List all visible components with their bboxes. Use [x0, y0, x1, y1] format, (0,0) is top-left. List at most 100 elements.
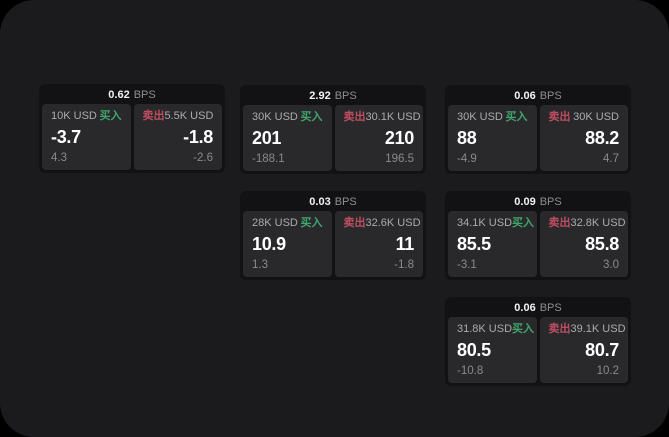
bps-unit-label: BPS [539, 90, 562, 102]
sell-label: 卖出 [142, 110, 165, 122]
sell-amount: 30K USD [573, 111, 619, 123]
bps-unit-label: BPS [539, 196, 562, 208]
quote-card-3: 0.06 BPS 30K USD 买入 88 -4.9 卖出 30K USD 8… [445, 85, 631, 174]
buy-label: 买入 [99, 110, 122, 122]
quote-card-6: 0.06 BPS 31.8K USD 买入 80.5 -10.8 卖出 39.1… [445, 297, 631, 386]
card-body: 10K USD 买入 -3.7 4.3 卖出 5.5K USD -1.8 -2.… [42, 104, 222, 170]
card-header: 0.03 BPS [243, 194, 423, 211]
sell-change: 3.0 [603, 258, 619, 271]
sell-label: 卖出 [343, 217, 366, 229]
card-body: 30K USD 买入 201 -188.1 卖出 30.1K USD 210 1… [243, 105, 423, 171]
sell-panel-top: 卖出 39.1K USD [548, 323, 626, 335]
buy-amount: 28K USD [252, 217, 298, 229]
buy-panel-top: 28K USD 买入 [252, 218, 323, 229]
quote-card-4: 0.03 BPS 28K USD 买入 10.9 1.3 卖出 32.6K US… [240, 191, 426, 280]
buy-panel-top: 31.8K USD 买入 [457, 323, 534, 335]
bps-value: 0.62 [108, 89, 130, 101]
sell-price: 80.7 [585, 340, 619, 361]
buy-panel[interactable]: 30K USD 买入 201 -188.1 [243, 105, 332, 171]
sell-label: 卖出 [548, 217, 571, 229]
sell-panel[interactable]: 卖出 39.1K USD 80.7 10.2 [539, 317, 628, 383]
card-body: 30K USD 买入 88 -4.9 卖出 30K USD 88.2 4.7 [448, 105, 628, 171]
card-header: 0.09 BPS [448, 194, 628, 211]
quote-card-1: 0.62 BPS 10K USD 买入 -3.7 4.3 卖出 5.5K USD… [39, 84, 225, 173]
buy-price: 10.9 [252, 234, 286, 255]
sell-change: 196.5 [385, 152, 414, 165]
bps-value: 0.06 [514, 90, 536, 102]
buy-change: -3.1 [457, 258, 477, 271]
buy-panel[interactable]: 30K USD 买入 88 -4.9 [448, 105, 537, 171]
quote-card-2: 2.92 BPS 30K USD 买入 201 -188.1 卖出 30.1K … [240, 85, 426, 174]
sell-panel[interactable]: 卖出 5.5K USD -1.8 -2.6 [133, 104, 222, 170]
sell-amount: 32.8K USD [570, 217, 626, 229]
sell-change: 4.7 [603, 152, 619, 165]
sell-change: -2.6 [193, 151, 213, 164]
bps-unit-label: BPS [334, 90, 357, 102]
sell-panel[interactable]: 卖出 32.8K USD 85.8 3.0 [539, 211, 628, 277]
buy-price: 80.5 [457, 340, 491, 361]
buy-amount: 30K USD [457, 111, 503, 123]
sell-panel-top: 卖出 32.8K USD [548, 217, 626, 229]
buy-change: 4.3 [51, 151, 67, 164]
sell-price: -1.8 [183, 127, 213, 148]
sell-label: 卖出 [548, 111, 571, 123]
sell-panel[interactable]: 卖出 30.1K USD 210 196.5 [334, 105, 423, 171]
buy-panel[interactable]: 28K USD 买入 10.9 1.3 [243, 211, 332, 277]
buy-amount: 10K USD [51, 110, 97, 122]
buy-panel[interactable]: 34.1K USD 买入 85.5 -3.1 [448, 211, 537, 277]
sell-price: 11 [395, 234, 415, 255]
buy-panel-top: 30K USD 买入 [457, 112, 528, 123]
buy-label: 买入 [505, 111, 528, 123]
bps-value: 0.09 [514, 196, 536, 208]
sell-panel-top: 卖出 30K USD [549, 112, 620, 123]
card-header: 0.06 BPS [448, 300, 628, 317]
bps-unit-label: BPS [539, 302, 562, 314]
buy-amount: 31.8K USD [457, 323, 513, 335]
buy-panel[interactable]: 31.8K USD 买入 80.5 -10.8 [448, 317, 537, 383]
buy-amount: 30K USD [252, 111, 298, 123]
card-header: 0.06 BPS [448, 88, 628, 105]
bps-unit-label: BPS [334, 196, 357, 208]
buy-panel-top: 10K USD 买入 [51, 111, 122, 122]
sell-panel-top: 卖出 5.5K USD [143, 111, 214, 122]
bps-value: 2.92 [309, 90, 331, 102]
buy-label: 买入 [512, 217, 535, 229]
sell-panel[interactable]: 卖出 30K USD 88.2 4.7 [539, 105, 628, 171]
buy-amount: 34.1K USD [457, 217, 513, 229]
card-header: 0.62 BPS [42, 87, 222, 104]
sell-panel-top: 卖出 30.1K USD [343, 111, 421, 123]
bps-value: 0.03 [309, 196, 331, 208]
buy-panel-top: 34.1K USD 买入 [457, 217, 534, 229]
bps-unit-label: BPS [133, 89, 156, 101]
bps-value: 0.06 [514, 302, 536, 314]
sell-price: 210 [384, 128, 414, 149]
sell-panel[interactable]: 卖出 32.6K USD 11 -1.8 [334, 211, 423, 277]
card-body: 28K USD 买入 10.9 1.3 卖出 32.6K USD 11 -1.8 [243, 211, 423, 277]
sell-label: 卖出 [343, 111, 366, 123]
buy-label: 买入 [300, 111, 323, 123]
buy-label: 买入 [300, 217, 323, 229]
buy-label: 买入 [512, 323, 535, 335]
sell-amount: 30.1K USD [365, 111, 421, 123]
sell-label: 卖出 [548, 323, 571, 335]
card-header: 2.92 BPS [243, 88, 423, 105]
buy-change: -188.1 [252, 152, 285, 165]
sell-amount: 32.6K USD [365, 217, 421, 229]
buy-panel-top: 30K USD 买入 [252, 112, 323, 123]
sell-price: 88.2 [585, 128, 619, 149]
sell-amount: 39.1K USD [570, 323, 626, 335]
quote-card-5: 0.09 BPS 34.1K USD 买入 85.5 -3.1 卖出 32.8K… [445, 191, 631, 280]
buy-change: -10.8 [457, 364, 484, 377]
sell-panel-top: 卖出 32.6K USD [343, 217, 421, 229]
buy-price: 201 [252, 128, 282, 149]
buy-price: -3.7 [51, 127, 81, 148]
sell-change: -1.8 [394, 258, 414, 271]
buy-change: -4.9 [457, 152, 477, 165]
buy-price: 88 [457, 128, 477, 149]
sell-price: 85.8 [585, 234, 619, 255]
buy-panel[interactable]: 10K USD 买入 -3.7 4.3 [42, 104, 131, 170]
sell-amount: 5.5K USD [164, 110, 214, 122]
buy-change: 1.3 [252, 258, 268, 271]
card-body: 31.8K USD 买入 80.5 -10.8 卖出 39.1K USD 80.… [448, 317, 628, 383]
